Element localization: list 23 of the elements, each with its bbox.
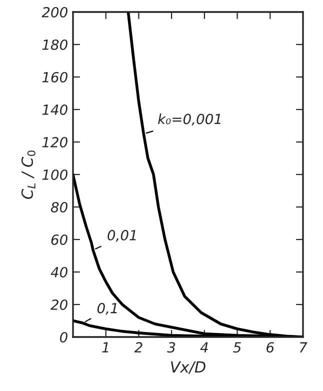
x-tick-label: 5 — [233, 342, 241, 353]
annotation: 0,1 — [97, 302, 117, 315]
annotation: 0,01 — [108, 230, 136, 242]
y-axis-title: C$_{L}$ / C$_{0}$ — [21, 150, 36, 199]
x-axis-title: Vx/D — [170, 361, 206, 374]
y-tick-label: 160 — [42, 72, 68, 82]
y-tick-label: 200 — [42, 6, 68, 18]
annotation: k₀=0,001 — [158, 113, 220, 126]
x-tick-label: 7 — [300, 342, 308, 352]
y-tick-label: 120 — [42, 136, 68, 148]
y-tick-label: 60 — [51, 234, 68, 245]
x-tick-label: 2 — [134, 342, 142, 352]
x-tick-label: 4 — [200, 342, 208, 352]
y-tick-label: 80 — [50, 202, 68, 212]
y-tick-label: 140 — [42, 104, 68, 115]
y-tick-label: 100 — [42, 169, 68, 180]
y-tick-label: 20 — [50, 299, 68, 310]
y-tick-label: 40 — [50, 266, 68, 278]
y-tick-label: 0 — [60, 332, 68, 342]
y-tick-label: 180 — [42, 39, 68, 50]
x-tick-label: 1 — [102, 342, 108, 352]
x-tick-label: 6 — [266, 342, 274, 353]
x-tick-label: 3 — [167, 342, 176, 353]
